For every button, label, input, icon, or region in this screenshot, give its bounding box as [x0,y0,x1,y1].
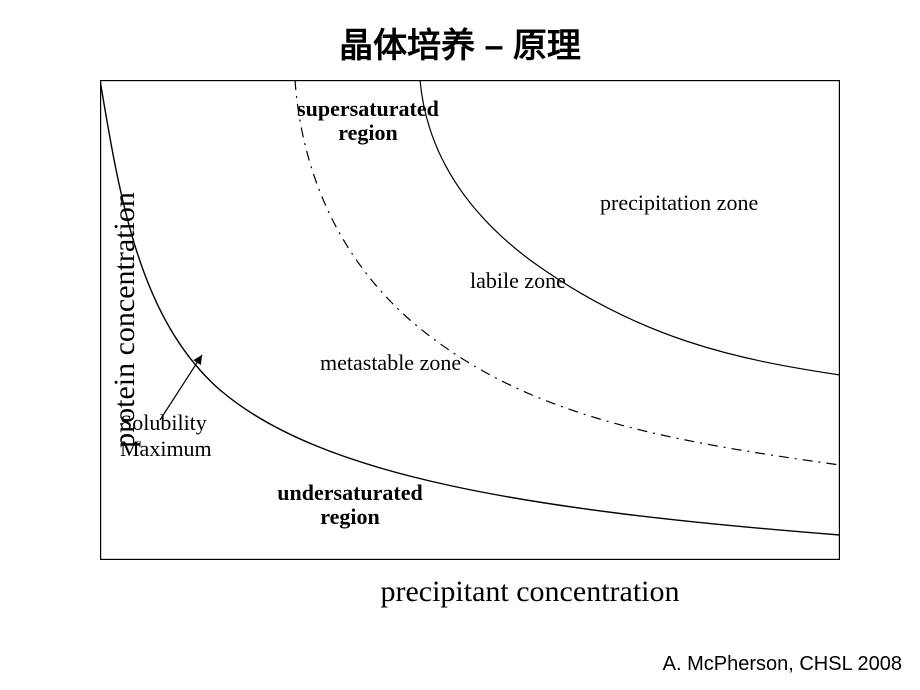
phase-diagram-svg: supersaturated region precipitation zone… [100,80,840,560]
supersaturated-label-line1: supersaturated [297,96,439,121]
slide-title: 晶体培养 – 原理 [0,18,920,67]
labile-zone-label: labile zone [470,268,566,293]
supersaturated-label-line2: region [338,120,397,145]
undersaturated-label-line1: undersaturated [277,480,422,505]
precipitation-zone-label: precipitation zone [600,190,758,215]
undersaturated-label-line2: region [320,504,379,529]
metastable-zone-label: metastable zone [320,350,461,375]
solubility-curve [100,80,840,535]
x-axis-label: precipitant concentration [160,575,900,609]
phase-diagram: supersaturated region precipitation zone… [100,80,840,560]
solubility-maximum-label-line1: Solubility [120,410,207,435]
labile-precipitation-boundary [420,80,840,375]
plot-border [101,81,840,560]
citation: A. McPherson, CHSL 2008 [663,653,902,676]
solubility-maximum-label-line2: Maximum [120,436,212,461]
